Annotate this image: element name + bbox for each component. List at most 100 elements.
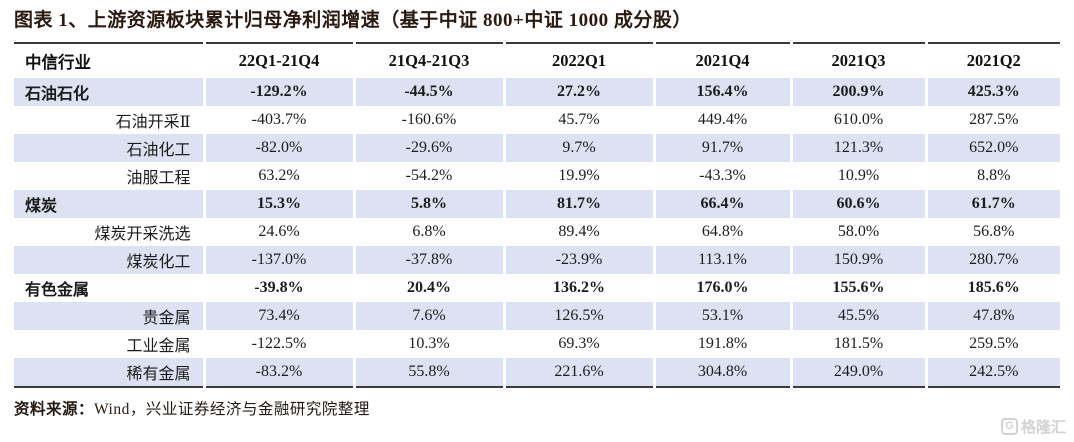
value-cell: 242.5% bbox=[924, 357, 1060, 387]
industry-name-cell: 工业金属 bbox=[14, 329, 204, 358]
value-cell: -23.9% bbox=[502, 245, 654, 274]
value-cell: 61.7% bbox=[924, 189, 1060, 218]
value-cell: 73.4% bbox=[202, 301, 354, 330]
value-cell: 56.8% bbox=[924, 217, 1060, 246]
value-cell: 155.6% bbox=[789, 273, 926, 302]
value-cell: -137.0% bbox=[202, 245, 354, 274]
table-row: 油服工程 63.2% -54.2% 19.9% -43.3% 10.9% 8.8… bbox=[14, 161, 1060, 190]
column-header-22q1-21q4: 22Q1-21Q4 bbox=[202, 42, 354, 78]
value-cell: 9.7% bbox=[502, 133, 654, 162]
column-header-21q4-21q3: 21Q4-21Q3 bbox=[352, 42, 504, 78]
industry-name-cell: 稀有金属 bbox=[14, 357, 204, 387]
table-header-row: 中信行业 22Q1-21Q4 21Q4-21Q3 2022Q1 2021Q4 2… bbox=[14, 42, 1060, 78]
column-header-industry: 中信行业 bbox=[25, 52, 91, 72]
value-cell: 15.3% bbox=[202, 189, 354, 218]
table-row: 煤炭开采洗选 24.6% 6.8% 89.4% 64.8% 58.0% 56.8… bbox=[14, 217, 1060, 246]
source-line: 资料来源：Wind，兴业证券经济与金融研究院整理 bbox=[14, 397, 1074, 419]
figure-title: 图表 1、上游资源板块累计归母净利润增速（基于中证 800+中证 1000 成分… bbox=[14, 10, 692, 31]
industry-name-cell: 石油石化 bbox=[14, 77, 204, 106]
value-cell: -37.8% bbox=[352, 245, 504, 274]
value-cell: 249.0% bbox=[789, 357, 926, 387]
value-cell: 610.0% bbox=[789, 105, 926, 134]
table-row: 石油石化 -129.2% -44.5% 27.2% 156.4% 200.9% … bbox=[14, 77, 1060, 106]
value-cell: 449.4% bbox=[652, 105, 791, 134]
value-cell: 259.5% bbox=[924, 329, 1060, 358]
value-cell: 425.3% bbox=[924, 77, 1060, 106]
value-cell: -82.0% bbox=[202, 133, 354, 162]
value-cell: 5.8% bbox=[352, 189, 504, 218]
table-row: 石油化工 -82.0% -29.6% 9.7% 91.7% 121.3% 652… bbox=[14, 133, 1060, 162]
value-cell: 24.6% bbox=[202, 217, 354, 246]
value-cell: -39.8% bbox=[202, 273, 354, 302]
industry-name-cell: 煤炭 bbox=[14, 189, 204, 218]
value-cell: 156.4% bbox=[652, 77, 791, 106]
value-cell: 6.8% bbox=[352, 217, 504, 246]
table-body: 石油石化 -129.2% -44.5% 27.2% 156.4% 200.9% … bbox=[14, 77, 1060, 387]
table-row: 贵金属 73.4% 7.6% 126.5% 53.1% 45.5% 47.8% bbox=[14, 301, 1060, 330]
value-cell: 221.6% bbox=[502, 357, 654, 387]
value-cell: -403.7% bbox=[202, 105, 354, 134]
value-cell: 136.2% bbox=[502, 273, 654, 302]
value-cell: -122.5% bbox=[202, 329, 354, 358]
industry-name-cell: 有色金属 bbox=[14, 273, 204, 302]
industry-name-cell: 石油化工 bbox=[14, 133, 204, 162]
value-cell: 150.9% bbox=[789, 245, 926, 274]
value-cell: 176.0% bbox=[652, 273, 791, 302]
value-cell: 91.7% bbox=[652, 133, 791, 162]
gelonghui-watermark: G 格隆汇 bbox=[1000, 416, 1066, 437]
industry-profit-growth-table: 中信行业 22Q1-21Q4 21Q4-21Q3 2022Q1 2021Q4 2… bbox=[14, 41, 1060, 388]
value-cell: 191.8% bbox=[652, 329, 791, 358]
table-row: 煤炭化工 -137.0% -37.8% -23.9% 113.1% 150.9%… bbox=[14, 245, 1060, 274]
industry-name-cell: 贵金属 bbox=[14, 301, 204, 330]
value-cell: 45.5% bbox=[789, 301, 926, 330]
value-cell: 8.8% bbox=[924, 161, 1060, 190]
value-cell: 113.1% bbox=[652, 245, 791, 274]
value-cell: 58.0% bbox=[789, 217, 926, 246]
table-row: 煤炭 15.3% 5.8% 81.7% 66.4% 60.6% 61.7% bbox=[14, 189, 1060, 218]
value-cell: 20.4% bbox=[352, 273, 504, 302]
industry-name-cell: 油服工程 bbox=[14, 161, 204, 190]
value-cell: 63.2% bbox=[202, 161, 354, 190]
column-header-2021q3: 2021Q3 bbox=[789, 42, 926, 78]
column-header-2021q4: 2021Q4 bbox=[652, 42, 791, 78]
value-cell: 181.5% bbox=[789, 329, 926, 358]
value-cell: 10.9% bbox=[789, 161, 926, 190]
value-cell: 53.1% bbox=[652, 301, 791, 330]
value-cell: 69.3% bbox=[502, 329, 654, 358]
value-cell: 287.5% bbox=[924, 105, 1060, 134]
column-header-2022q1: 2022Q1 bbox=[502, 42, 654, 78]
table-row: 有色金属 -39.8% 20.4% 136.2% 176.0% 155.6% 1… bbox=[14, 273, 1060, 302]
value-cell: 89.4% bbox=[502, 217, 654, 246]
column-header-2021q2: 2021Q2 bbox=[924, 42, 1060, 78]
value-cell: 19.9% bbox=[502, 161, 654, 190]
value-cell: -54.2% bbox=[352, 161, 504, 190]
industry-name-cell: 石油开采Ⅱ bbox=[14, 105, 204, 134]
value-cell: -160.6% bbox=[352, 105, 504, 134]
value-cell: 280.7% bbox=[924, 245, 1060, 274]
industry-name-cell: 煤炭开采洗选 bbox=[14, 217, 204, 246]
value-cell: 55.8% bbox=[352, 357, 504, 387]
value-cell: 200.9% bbox=[789, 77, 926, 106]
value-cell: 81.7% bbox=[502, 189, 654, 218]
value-cell: 27.2% bbox=[502, 77, 654, 106]
value-cell: 304.8% bbox=[652, 357, 791, 387]
table-row: 石油开采Ⅱ -403.7% -160.6% 45.7% 449.4% 610.0… bbox=[14, 105, 1060, 134]
value-cell: 10.3% bbox=[352, 329, 504, 358]
value-cell: 64.8% bbox=[652, 217, 791, 246]
value-cell: 126.5% bbox=[502, 301, 654, 330]
value-cell: 45.7% bbox=[502, 105, 654, 134]
source-text: Wind，兴业证券经济与金融研究院整理 bbox=[94, 400, 370, 418]
value-cell: -129.2% bbox=[202, 77, 354, 106]
value-cell: -43.3% bbox=[652, 161, 791, 190]
table-row: 稀有金属 -83.2% 55.8% 221.6% 304.8% 249.0% 2… bbox=[14, 357, 1060, 387]
value-cell: 185.6% bbox=[924, 273, 1060, 302]
value-cell: -29.6% bbox=[352, 133, 504, 162]
table-row: 工业金属 -122.5% 10.3% 69.3% 191.8% 181.5% 2… bbox=[14, 329, 1060, 358]
value-cell: -44.5% bbox=[352, 77, 504, 106]
value-cell: 60.6% bbox=[789, 189, 926, 218]
gelonghui-logo-icon: G bbox=[1000, 418, 1018, 435]
gelonghui-logo-text: 格隆汇 bbox=[1020, 419, 1066, 436]
value-cell: -83.2% bbox=[202, 357, 354, 387]
value-cell: 121.3% bbox=[789, 133, 926, 162]
figure-container: 图表 1、上游资源板块累计归母净利润增速（基于中证 800+中证 1000 成分… bbox=[14, 10, 1060, 388]
